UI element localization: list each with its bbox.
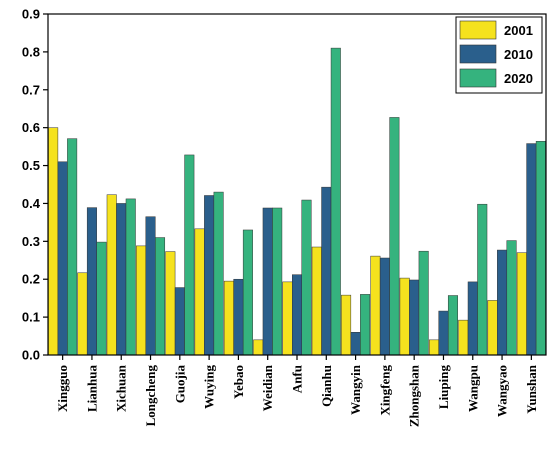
x-tick-label: Xingfeng bbox=[377, 365, 392, 416]
bar-2010-wuying bbox=[204, 195, 215, 356]
y-tick-label: 0.7 bbox=[22, 82, 40, 97]
legend-label-2001: 2001 bbox=[504, 23, 533, 38]
x-tick-label: Longcheng bbox=[143, 365, 158, 427]
bars bbox=[48, 47, 546, 356]
x-tick-label: Lianhua bbox=[84, 365, 99, 412]
bar-2010-longcheng bbox=[145, 216, 156, 356]
bar-2001-yunshan bbox=[516, 252, 527, 356]
y-tick-label: 0.8 bbox=[22, 44, 40, 59]
bar-2001-xingguo bbox=[48, 127, 59, 356]
bar-2001-xichuan bbox=[106, 194, 117, 356]
bar-2010-wangpu bbox=[467, 281, 478, 356]
bar-2001-qianhu bbox=[311, 246, 322, 356]
bar-2010-yunshan bbox=[526, 143, 537, 356]
bar-2010-xingguo bbox=[57, 161, 68, 356]
bar-2010-zhongshan bbox=[409, 279, 420, 356]
bar-2010-guojia bbox=[174, 287, 185, 356]
x-tick-label: Qianhu bbox=[319, 365, 334, 407]
bar-2010-xingfeng bbox=[379, 257, 390, 356]
legend-swatch-2020 bbox=[459, 68, 497, 88]
bar-2020-liuping bbox=[447, 295, 458, 356]
bar-2010-weidian bbox=[262, 207, 273, 356]
x-tick-label: Weidian bbox=[260, 364, 275, 411]
bar-2020-weidian bbox=[272, 207, 283, 356]
plot-frame bbox=[47, 13, 547, 356]
bar-2001-zhongshan bbox=[399, 277, 410, 356]
y-tick-label: 0.2 bbox=[22, 272, 40, 287]
y-tick-label: 0.4 bbox=[22, 196, 41, 211]
x-tick-label: Liuping bbox=[436, 365, 451, 410]
bar-2001-liuping bbox=[428, 339, 439, 356]
bar-2020-xingguo bbox=[67, 138, 78, 356]
bar-2020-qianhu bbox=[330, 47, 341, 356]
legend-label-2010: 2010 bbox=[504, 47, 533, 62]
bar-2010-liuping bbox=[438, 310, 449, 356]
bar-2001-wangyao bbox=[487, 300, 498, 356]
bar-2001-anfu bbox=[282, 281, 293, 356]
legend-label-2020: 2020 bbox=[504, 71, 533, 86]
legend-swatch-2010 bbox=[459, 44, 497, 64]
bar-2020-wangyin bbox=[360, 294, 371, 356]
bar-2001-yebao bbox=[223, 280, 234, 356]
bar-2020-xichuan bbox=[125, 198, 136, 356]
y-tick-label: 0.9 bbox=[22, 7, 40, 22]
bar-2020-yunshan bbox=[535, 141, 546, 356]
bar-2001-lianhua bbox=[77, 272, 88, 356]
x-axis: Xingguo Lianhua Xichuan Longcheng Guojia Wuyi… bbox=[55, 355, 539, 427]
bar-2010-xichuan bbox=[116, 203, 127, 356]
x-tick-label: Wangpu bbox=[465, 365, 480, 412]
x-tick-label: Wangyin bbox=[348, 364, 363, 415]
bar-2020-wuying bbox=[213, 191, 224, 356]
x-tick-label: Anfu bbox=[290, 365, 305, 393]
bar-2020-xingfeng bbox=[389, 117, 400, 356]
x-tick-label: Yunshan bbox=[524, 364, 539, 413]
bar-2010-yebao bbox=[233, 278, 244, 356]
legend-swatch-2001 bbox=[459, 20, 497, 40]
bar-2020-anfu bbox=[301, 199, 312, 356]
bar-2020-guojia bbox=[184, 154, 195, 356]
bar-2020-yebao bbox=[242, 229, 253, 356]
bar-2020-longcheng bbox=[155, 237, 166, 356]
bar-2020-lianhua bbox=[96, 241, 107, 356]
bar-2020-wangpu bbox=[477, 203, 488, 356]
y-axis: 0.0 0.1 0.2 0.3 0.4 0.5 0.6 0.7 0.8 0.9 bbox=[22, 7, 48, 363]
bar-2001-longcheng bbox=[136, 245, 147, 356]
bar-2001-weidian bbox=[253, 339, 264, 356]
x-tick-label: Yebao bbox=[231, 365, 246, 399]
x-tick-label: Wuying bbox=[202, 365, 217, 409]
bar-2010-qianhu bbox=[321, 186, 332, 356]
bar-2001-guojia bbox=[165, 251, 176, 356]
y-tick-label: 0.5 bbox=[22, 158, 40, 173]
bar-2001-wangyin bbox=[341, 294, 352, 356]
x-tick-label: Xingguo bbox=[55, 365, 70, 412]
bar-2001-wangpu bbox=[458, 319, 469, 356]
y-tick-label: 0.0 bbox=[22, 348, 40, 363]
x-tick-label: Zhongshan bbox=[407, 364, 422, 427]
legend: 2001 2010 2020 bbox=[455, 16, 543, 94]
y-tick-label: 0.6 bbox=[22, 120, 40, 135]
bar-2010-wangyao bbox=[497, 249, 508, 356]
bar-2001-wuying bbox=[194, 228, 205, 356]
y-tick-label: 0.1 bbox=[22, 310, 40, 325]
bar-2010-wangyin bbox=[350, 332, 361, 356]
bar-2010-anfu bbox=[292, 274, 302, 356]
bar-2020-zhongshan bbox=[418, 250, 429, 356]
bar-2010-lianhua bbox=[86, 207, 97, 356]
y-tick-label: 0.3 bbox=[22, 234, 40, 249]
x-tick-label: Xichuan bbox=[114, 364, 129, 412]
bar-2020-wangyao bbox=[506, 240, 517, 356]
bar-2001-xingfeng bbox=[370, 255, 381, 356]
x-tick-label: Wangyao bbox=[495, 365, 510, 417]
x-tick-label: Guojia bbox=[172, 365, 187, 404]
